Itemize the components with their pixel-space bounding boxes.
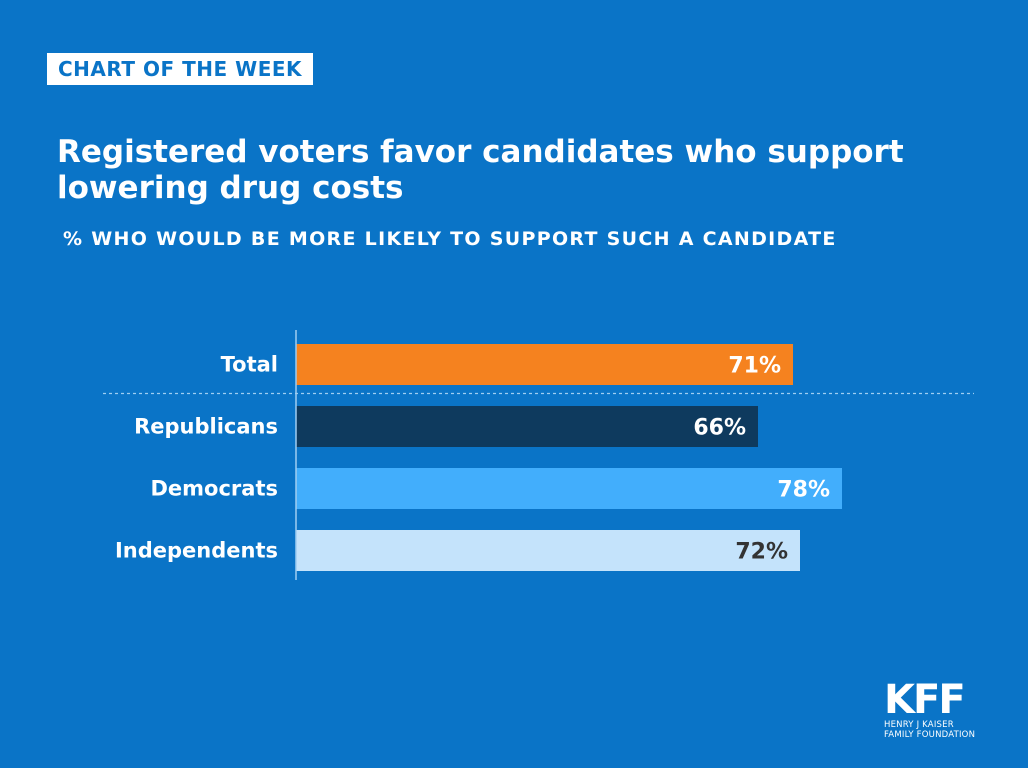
category-label-total: Total [221,353,278,377]
chart-subtitle: % WHO WOULD BE MORE LIKELY TO SUPPORT SU… [63,228,837,250]
bar-republicans [296,406,758,447]
category-label-independents: Independents [115,539,278,563]
value-label-independents: 72% [735,540,788,565]
bar-independents [296,530,800,571]
kff-logo-line2: FAMILY FOUNDATION [884,730,976,740]
category-label-republicans: Republicans [134,415,278,439]
category-label-democrats: Democrats [151,477,279,501]
kff-logo-line1: HENRY J KAISER [884,720,954,730]
bar-total [296,344,793,385]
value-label-republicans: 66% [693,416,746,441]
value-label-total: 71% [728,354,781,379]
bar-democrats [296,468,842,509]
kff-logo-mark: KFF [884,677,966,723]
kff-logo: KFF HENRY J KAISER FAMILY FOUNDATION [884,680,994,740]
chart-of-the-week-badge: CHART OF THE WEEK [47,53,314,85]
value-label-democrats: 78% [777,478,830,503]
chart-title: Registered voters favor candidates who s… [57,134,904,206]
